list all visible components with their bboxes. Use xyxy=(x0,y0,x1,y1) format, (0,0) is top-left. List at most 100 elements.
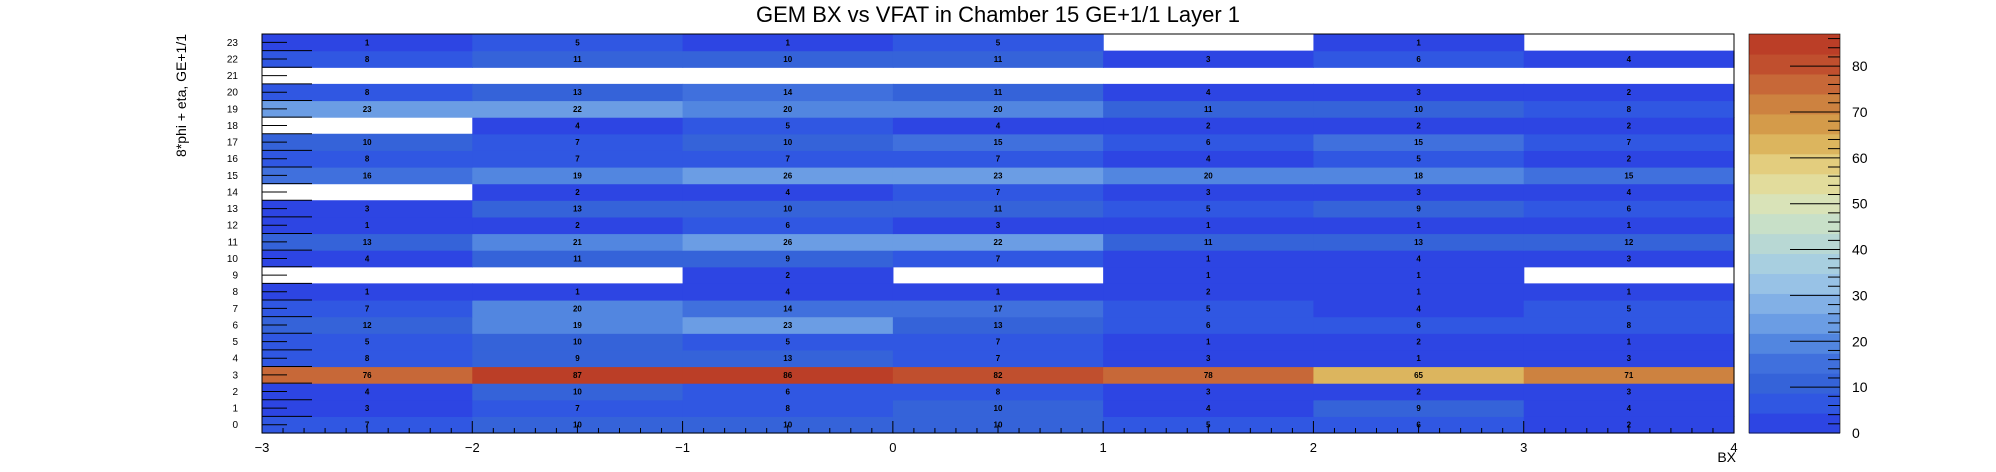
cell-value-label: 1 xyxy=(1206,221,1211,230)
cell-value-label: 1 xyxy=(1206,254,1211,263)
cell-value-label: 5 xyxy=(1206,304,1211,313)
cell-value-label: 12 xyxy=(363,321,372,330)
heatmap-cell xyxy=(682,34,894,52)
heatmap-cell xyxy=(1313,349,1525,368)
y-tick-label: 14 xyxy=(227,187,239,198)
heatmap-cell xyxy=(892,216,1104,235)
x-tick-label: 2 xyxy=(1310,440,1317,455)
cell-value-label: 4 xyxy=(996,121,1001,130)
heatmap-cell xyxy=(682,416,894,434)
heatmap-cell xyxy=(262,233,473,251)
heatmap-cell xyxy=(1523,233,1735,251)
cell-value-label: 19 xyxy=(573,171,582,180)
cell-value-label: 3 xyxy=(1206,55,1211,64)
colorbar-segment xyxy=(1749,73,1840,95)
cell-value-label: 7 xyxy=(996,188,1001,197)
heatmap-cell xyxy=(472,100,684,118)
colorbar-segment xyxy=(1749,293,1840,314)
cell-value-label: 3 xyxy=(1416,188,1421,197)
cell-value-label: 2 xyxy=(785,271,790,280)
y-tick-label: 15 xyxy=(227,171,239,182)
heatmap-cell xyxy=(1523,283,1735,301)
cell-value-label: 7 xyxy=(575,138,580,147)
heatmap-cell xyxy=(892,349,1104,368)
cell-value-label: 2 xyxy=(1206,121,1211,130)
x-tick-label: −2 xyxy=(465,440,480,455)
heatmap-cell xyxy=(1313,383,1525,401)
x-tick-label: −3 xyxy=(255,440,270,455)
colorbar-segment xyxy=(1749,313,1840,334)
cell-value-label: 20 xyxy=(573,304,582,313)
heatmap-cell xyxy=(1523,349,1735,368)
cell-value-label: 87 xyxy=(573,371,582,380)
cell-value-label: 8 xyxy=(365,88,370,97)
colorbar-segment xyxy=(1749,373,1840,394)
heatmap-cell xyxy=(682,250,894,268)
y-tick-label: 0 xyxy=(232,420,238,431)
heatmap-cell xyxy=(262,150,473,168)
heatmap-cell xyxy=(1313,250,1525,268)
cell-value-label: 4 xyxy=(1206,155,1211,164)
cell-value-label: 11 xyxy=(573,55,582,64)
heatmap-cell xyxy=(1313,416,1525,434)
cell-value-label: 6 xyxy=(1627,205,1632,214)
heatmap-cell xyxy=(262,283,473,301)
cell-value-label: 5 xyxy=(996,38,1001,47)
heatmap-cell xyxy=(1313,34,1525,52)
y-tick-label: 8 xyxy=(232,287,238,298)
heatmap-cell xyxy=(682,117,894,135)
cell-value-label: 3 xyxy=(1206,188,1211,197)
heatmap-cell xyxy=(472,34,684,52)
cell-value-label: 1 xyxy=(996,288,1001,297)
heatmap-cell xyxy=(1103,117,1315,135)
heatmap-cell xyxy=(1523,216,1735,235)
colorbar-segment xyxy=(1749,173,1840,195)
cell-value-label: 2 xyxy=(575,221,580,230)
heatmap-cell xyxy=(262,167,473,185)
colorbar-tick-label: 70 xyxy=(1852,104,1868,120)
heatmap-cell xyxy=(472,117,684,135)
cell-value-label: 7 xyxy=(996,254,1001,263)
heatmap-cell xyxy=(682,83,894,102)
cell-value-label: 2 xyxy=(1627,121,1632,130)
cell-value-label: 18 xyxy=(1414,171,1423,180)
heatmap-cell xyxy=(262,200,473,218)
colorbar-segment xyxy=(1749,333,1840,354)
y-tick-label: 5 xyxy=(232,337,238,348)
colorbar-segment xyxy=(1749,113,1840,135)
heatmap-cell xyxy=(1313,133,1525,151)
x-axis-label: BX xyxy=(1717,449,1736,465)
heatmap-cell xyxy=(1103,83,1315,102)
cell-value-label: 11 xyxy=(994,88,1003,97)
cell-value-label: 20 xyxy=(783,105,792,114)
y-tick-label: 11 xyxy=(228,237,239,248)
cell-value-label: 3 xyxy=(1206,354,1211,363)
cell-value-label: 6 xyxy=(1416,55,1421,64)
heatmap-cell xyxy=(1103,399,1315,417)
heatmap-cell xyxy=(1103,200,1315,218)
colorbar-segment xyxy=(1749,153,1840,175)
colorbar-tick-label: 60 xyxy=(1852,150,1868,166)
heatmap-cell xyxy=(1313,283,1525,301)
cell-value-label: 1 xyxy=(575,288,580,297)
cell-value-label: 86 xyxy=(783,371,792,380)
cell-value-label: 10 xyxy=(363,138,372,147)
cell-value-label: 76 xyxy=(363,371,372,380)
heatmap-cell xyxy=(472,333,684,351)
cell-value-label: 3 xyxy=(1416,88,1421,97)
cell-value-label: 4 xyxy=(785,188,790,197)
heatmap-cell xyxy=(892,333,1104,351)
heatmap-cell xyxy=(472,250,684,268)
cell-value-label: 5 xyxy=(1627,304,1632,313)
y-tick-label: 23 xyxy=(227,38,239,49)
heatmap-cell xyxy=(1313,200,1525,218)
cell-value-label: 5 xyxy=(785,121,790,130)
cell-value-label: 5 xyxy=(785,338,790,347)
heatmap-cell xyxy=(472,283,684,301)
cell-value-label: 13 xyxy=(1414,238,1423,247)
heatmap-cells xyxy=(262,34,1735,434)
heatmap-cell xyxy=(1103,333,1315,351)
cell-value-label: 5 xyxy=(575,38,580,47)
cell-value-label: 1 xyxy=(785,38,790,47)
cell-value-label: 7 xyxy=(996,354,1001,363)
